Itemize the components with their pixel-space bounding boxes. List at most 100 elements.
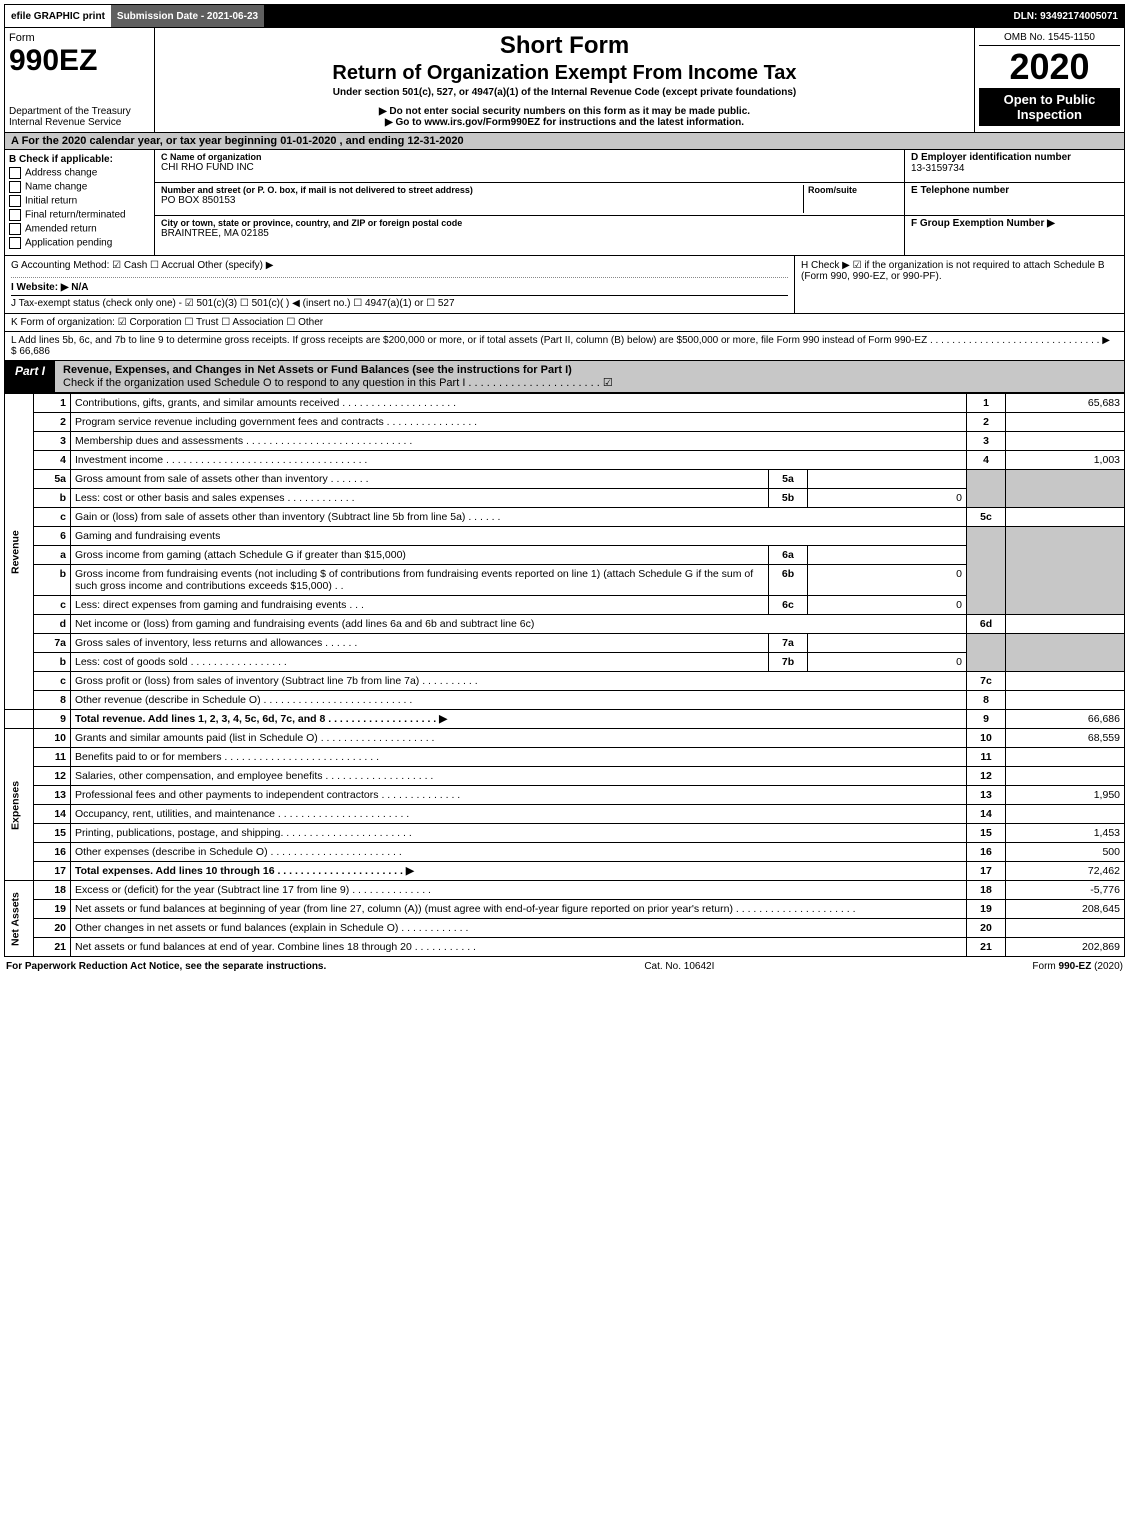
part-1-title: Revenue, Expenses, and Changes in Net As…: [63, 364, 1116, 376]
omb-number: OMB No. 1545-1150: [979, 32, 1120, 46]
sections-g-h: G Accounting Method: ☑ Cash ☐ Accrual Ot…: [4, 256, 1125, 314]
line-21-val: 202,869: [1006, 938, 1125, 957]
info-block: B Check if applicable: Address change Na…: [4, 150, 1125, 256]
net-assets-label: Net Assets: [5, 881, 34, 957]
section-h: H Check ▶ ☑ if the organization is not r…: [794, 256, 1124, 313]
line-15-desc: Printing, publications, postage, and shi…: [71, 824, 967, 843]
inspection: Inspection: [981, 107, 1118, 122]
part-1-table: Revenue 1Contributions, gifts, grants, a…: [4, 393, 1125, 957]
form-header: Form 990EZ Department of the Treasury In…: [4, 28, 1125, 133]
revenue-label: Revenue: [5, 394, 34, 710]
line-9-val: 66,686: [1006, 710, 1125, 729]
chk-application-pending[interactable]: [9, 237, 21, 249]
part-1-checknote: Check if the organization used Schedule …: [63, 376, 1116, 389]
line-19-val: 208,645: [1006, 900, 1125, 919]
line-6d-desc: Net income or (loss) from gaming and fun…: [71, 615, 967, 634]
section-c: C Name of organization CHI RHO FUND INC …: [155, 150, 904, 255]
line-6b-desc: Gross income from fundraising events (no…: [71, 565, 769, 596]
line-3-desc: Membership dues and assessments . . . . …: [71, 432, 967, 451]
line-5a-desc: Gross amount from sale of assets other t…: [71, 470, 769, 489]
line-20-desc: Other changes in net assets or fund bala…: [71, 919, 967, 938]
top-bar: efile GRAPHIC print Submission Date - 20…: [4, 4, 1125, 28]
title-return: Return of Organization Exempt From Incom…: [159, 62, 970, 85]
line-2-desc: Program service revenue including govern…: [71, 413, 967, 432]
line-5b-val: 0: [808, 489, 967, 508]
line-2-val: [1006, 413, 1125, 432]
c-address: PO BOX 850153: [161, 195, 803, 206]
line-7b-val: 0: [808, 653, 967, 672]
c-org-name: CHI RHO FUND INC: [161, 162, 898, 173]
section-a-taxyear: A For the 2020 calendar year, or tax yea…: [4, 133, 1125, 150]
line-15-val: 1,453: [1006, 824, 1125, 843]
chk-initial-return[interactable]: [9, 195, 21, 207]
chk-final-return[interactable]: [9, 209, 21, 221]
chk-address-change[interactable]: [9, 167, 21, 179]
line-1-desc: Contributions, gifts, grants, and simila…: [71, 394, 967, 413]
line-8-val: [1006, 691, 1125, 710]
line-6d-val: [1006, 615, 1125, 634]
chk-amended-return[interactable]: [9, 223, 21, 235]
c-city-label: City or town, state or province, country…: [161, 218, 898, 228]
line-6b-val: 0: [808, 565, 967, 596]
sections-d-e-f: D Employer identification number 13-3159…: [904, 150, 1124, 255]
irs-label: Internal Revenue Service: [9, 117, 150, 128]
chk-name-change[interactable]: [9, 181, 21, 193]
line-16-desc: Other expenses (describe in Schedule O) …: [71, 843, 967, 862]
line-12-val: [1006, 767, 1125, 786]
line-20-val: [1006, 919, 1125, 938]
footer-center: Cat. No. 10642I: [644, 961, 714, 972]
c-city: BRAINTREE, MA 02185: [161, 228, 898, 239]
line-6c-desc: Less: direct expenses from gaming and fu…: [71, 596, 769, 615]
submission-date: Submission Date - 2021-06-23: [111, 5, 264, 27]
footer-left: For Paperwork Reduction Act Notice, see …: [6, 961, 326, 972]
form-number: 990EZ: [9, 44, 97, 77]
line-6a-desc: Gross income from gaming (attach Schedul…: [71, 546, 769, 565]
line-11-desc: Benefits paid to or for members . . . . …: [71, 748, 967, 767]
line-8-desc: Other revenue (describe in Schedule O) .…: [71, 691, 967, 710]
section-b-title: B Check if applicable:: [9, 154, 150, 165]
title-short-form: Short Form: [159, 32, 970, 60]
line-6-desc: Gaming and fundraising events: [71, 527, 967, 546]
dln: DLN: 93492174005071: [1007, 5, 1124, 27]
c-addr-label: Number and street (or P. O. box, if mail…: [161, 185, 803, 195]
section-i: I Website: ▶ N/A: [11, 282, 788, 296]
line-11-val: [1006, 748, 1125, 767]
line-5c-val: [1006, 508, 1125, 527]
line-7b-desc: Less: cost of goods sold . . . . . . . .…: [71, 653, 769, 672]
line-18-val: -5,776: [1006, 881, 1125, 900]
line-14-val: [1006, 805, 1125, 824]
section-k: K Form of organization: ☑ Corporation ☐ …: [4, 314, 1125, 332]
line-6a-val: [808, 546, 967, 565]
dept-treasury: Department of the Treasury: [9, 106, 150, 117]
line-10-val: 68,559: [1006, 729, 1125, 748]
line-7a-desc: Gross sales of inventory, less returns a…: [71, 634, 769, 653]
section-b: B Check if applicable: Address change Na…: [5, 150, 155, 255]
subtitle-2: ▶ Do not enter social security numbers o…: [159, 106, 970, 117]
line-7a-val: [808, 634, 967, 653]
line-13-val: 1,950: [1006, 786, 1125, 805]
line-3-val: [1006, 432, 1125, 451]
section-g: G Accounting Method: ☑ Cash ☐ Accrual Ot…: [11, 260, 788, 278]
section-j: J Tax-exempt status (check only one) - ☑…: [11, 298, 788, 309]
part-1-header: Part I Revenue, Expenses, and Changes in…: [4, 361, 1125, 393]
e-label: E Telephone number: [911, 185, 1118, 196]
line-5c-desc: Gain or (loss) from sale of assets other…: [71, 508, 967, 527]
line-6c-val: 0: [808, 596, 967, 615]
subtitle-3: ▶ Go to www.irs.gov/Form990EZ for instru…: [159, 117, 970, 128]
form-label: Form: [9, 32, 35, 44]
part-1-tab: Part I: [5, 361, 55, 392]
line-5b-desc: Less: cost or other basis and sales expe…: [71, 489, 769, 508]
tax-year: 2020: [979, 46, 1120, 88]
c-name-label: C Name of organization: [161, 152, 898, 162]
footer-right: Form 990-EZ (2020): [1032, 961, 1123, 972]
efile-label: efile GRAPHIC print: [5, 5, 111, 27]
line-7c-desc: Gross profit or (loss) from sales of inv…: [71, 672, 967, 691]
f-label: F Group Exemption Number ▶: [911, 218, 1118, 229]
line-16-val: 500: [1006, 843, 1125, 862]
line-4-desc: Investment income . . . . . . . . . . . …: [71, 451, 967, 470]
open-public: Open to Public: [981, 92, 1118, 107]
line-17-val: 72,462: [1006, 862, 1125, 881]
d-label: D Employer identification number: [911, 152, 1118, 163]
line-14-desc: Occupancy, rent, utilities, and maintena…: [71, 805, 967, 824]
line-9-desc: Total revenue. Add lines 1, 2, 3, 4, 5c,…: [71, 710, 967, 729]
